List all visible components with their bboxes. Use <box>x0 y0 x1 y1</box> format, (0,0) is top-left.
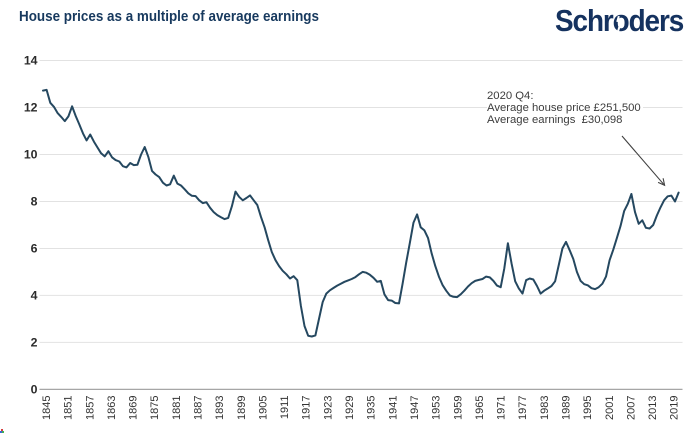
svg-text:1875: 1875 <box>149 396 161 420</box>
svg-text:2: 2 <box>31 335 38 349</box>
svg-text:6: 6 <box>31 241 38 255</box>
svg-text:1953: 1953 <box>431 396 443 420</box>
svg-text:1863: 1863 <box>106 396 118 420</box>
svg-text:1905: 1905 <box>257 396 269 420</box>
svg-text:12: 12 <box>24 100 38 114</box>
svg-text:1959: 1959 <box>452 396 464 420</box>
svg-text:1857: 1857 <box>84 396 96 420</box>
svg-text:1929: 1929 <box>344 396 356 420</box>
svg-text:1941: 1941 <box>387 396 399 420</box>
svg-text:1851: 1851 <box>63 396 75 420</box>
svg-text:4: 4 <box>31 288 38 302</box>
svg-text:2013: 2013 <box>647 396 659 420</box>
svg-text:2001: 2001 <box>604 396 616 420</box>
svg-text:1887: 1887 <box>193 396 205 420</box>
svg-text:1971: 1971 <box>496 396 508 420</box>
svg-text:1869: 1869 <box>128 396 140 420</box>
svg-text:1965: 1965 <box>474 396 486 420</box>
svg-text:1893: 1893 <box>214 396 226 420</box>
svg-text:0: 0 <box>31 382 38 396</box>
svg-text:2019: 2019 <box>669 396 681 420</box>
svg-text:1881: 1881 <box>171 396 183 420</box>
svg-text:2007: 2007 <box>625 396 637 420</box>
svg-text:1947: 1947 <box>409 396 421 420</box>
svg-text:1983: 1983 <box>539 396 551 420</box>
svg-text:8: 8 <box>31 194 38 208</box>
svg-text:10: 10 <box>24 147 38 161</box>
svg-text:1911: 1911 <box>279 396 291 420</box>
svg-text:1977: 1977 <box>517 396 529 420</box>
svg-text:14: 14 <box>24 53 38 67</box>
svg-text:1845: 1845 <box>41 396 53 420</box>
svg-text:1935: 1935 <box>366 396 378 420</box>
svg-text:1995: 1995 <box>582 396 594 420</box>
svg-text:1989: 1989 <box>561 396 573 420</box>
svg-text:1923: 1923 <box>322 396 334 420</box>
svg-text:1899: 1899 <box>236 396 248 420</box>
svg-text:1917: 1917 <box>301 396 313 420</box>
